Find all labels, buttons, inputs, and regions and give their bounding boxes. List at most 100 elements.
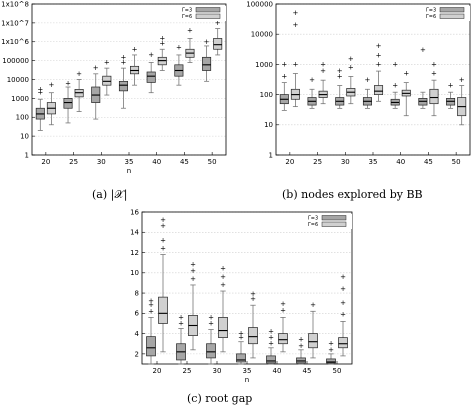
caption-b: (b) nodes explored by BB xyxy=(282,188,423,201)
y-tick-label: 2 xyxy=(135,350,139,358)
outlier-marker: + xyxy=(340,310,346,318)
x-tick-label: 50 xyxy=(452,158,461,166)
caption-a: (a) |𝒳| xyxy=(92,188,128,201)
legend-swatch xyxy=(439,13,465,19)
box xyxy=(266,355,276,364)
outlier-marker: + xyxy=(320,67,326,75)
y-tick-label: 1x10^7 xyxy=(1,19,29,27)
box xyxy=(63,98,73,109)
y-tick-label: 16 xyxy=(130,208,139,216)
legend-swatch xyxy=(321,221,347,227)
outlier-marker: + xyxy=(459,76,465,84)
x-axis-label: n xyxy=(245,376,249,384)
outlier-marker: + xyxy=(337,72,343,80)
x-tick-label: 40 xyxy=(273,367,282,375)
outlier-marker: + xyxy=(121,58,127,66)
outlier-marker: + xyxy=(310,301,316,309)
outlier-marker: + xyxy=(298,342,304,350)
outlier-marker: + xyxy=(160,222,166,230)
box xyxy=(236,353,246,363)
y-tick-label: 10 xyxy=(20,133,29,141)
outlier-marker: + xyxy=(148,297,154,305)
outlier-marker: + xyxy=(178,319,184,327)
y-tick-label: 1000 xyxy=(255,61,273,69)
outlier-marker: + xyxy=(281,72,287,80)
legend-label: Γ=6 xyxy=(308,222,318,228)
outlier-marker: + xyxy=(348,55,354,63)
box xyxy=(248,327,258,345)
outlier-marker: + xyxy=(392,60,398,68)
outlier-marker: + xyxy=(93,64,99,72)
y-tick-label: 14 xyxy=(130,229,139,237)
x-tick-label: 20 xyxy=(41,158,50,166)
y-tick-label: 10 xyxy=(130,269,139,277)
box xyxy=(146,336,156,357)
y-tick-label: 100000 xyxy=(2,57,29,65)
outlier-marker: + xyxy=(337,67,343,75)
plot-frame xyxy=(275,3,471,156)
box xyxy=(338,337,348,349)
x-tick-label: 30 xyxy=(213,367,222,375)
outlier-marker: + xyxy=(298,336,304,344)
outlier-marker: + xyxy=(376,42,382,50)
outlier-marker: + xyxy=(340,299,346,307)
outlier-marker: + xyxy=(238,330,244,338)
outlier-marker: + xyxy=(376,51,382,59)
outlier-marker: + xyxy=(215,19,221,27)
x-tick-label: 35 xyxy=(369,158,378,166)
legend-label: Γ=3 xyxy=(426,8,436,14)
legend-label: Γ=6 xyxy=(182,14,192,20)
box xyxy=(278,333,288,345)
y-tick-label: 10000 xyxy=(7,76,29,84)
x-tick-label: 45 xyxy=(303,367,312,375)
outlier-marker: + xyxy=(160,216,166,224)
x-tick-label: 40 xyxy=(396,158,405,166)
box xyxy=(218,317,228,339)
outlier-marker: + xyxy=(320,60,326,68)
outlier-marker: + xyxy=(328,346,334,354)
box xyxy=(374,85,384,95)
outlier-marker: + xyxy=(208,313,214,321)
y-tick-label: 1x10^6 xyxy=(1,38,29,46)
outlier-marker: + xyxy=(48,81,54,89)
outlier-marker: + xyxy=(65,80,71,88)
legend-swatch xyxy=(321,215,347,221)
outlier-marker: + xyxy=(348,63,354,71)
box xyxy=(158,296,168,324)
legend-swatch xyxy=(439,7,465,13)
y-tick-label: 100 xyxy=(16,114,29,122)
outlier-marker: + xyxy=(365,76,371,84)
outlier-marker: + xyxy=(268,340,274,348)
y-tick-label: 6 xyxy=(135,310,140,318)
outlier-marker: + xyxy=(190,261,196,269)
outlier-marker: + xyxy=(292,21,298,29)
y-tick-label: 4 xyxy=(135,330,140,338)
outlier-marker: + xyxy=(159,34,165,42)
y-tick-label: 100 xyxy=(260,91,273,99)
x-tick-label: 20 xyxy=(285,158,294,166)
outlier-marker: + xyxy=(281,60,287,68)
x-tick-label: 45 xyxy=(424,158,433,166)
caption-c: (c) root gap xyxy=(187,392,253,405)
x-tick-label: 40 xyxy=(152,158,161,166)
x-tick-label: 25 xyxy=(69,158,78,166)
box xyxy=(102,75,112,86)
outlier-marker: + xyxy=(431,60,437,68)
outlier-marker: + xyxy=(292,60,298,68)
outlier-marker: + xyxy=(268,334,274,342)
outlier-marker: + xyxy=(160,244,166,252)
box xyxy=(202,56,212,71)
y-tick-label: 10000 xyxy=(251,31,273,39)
box xyxy=(146,71,156,83)
x-tick-label: 20 xyxy=(153,367,162,375)
outlier-marker: + xyxy=(178,313,184,321)
outlier-marker: + xyxy=(37,85,43,93)
outlier-marker: + xyxy=(204,38,210,46)
x-tick-label: 30 xyxy=(97,158,106,166)
y-tick-label: 12 xyxy=(130,249,139,257)
outlier-marker: + xyxy=(340,273,346,281)
outlier-marker: + xyxy=(292,9,298,17)
outlier-marker: + xyxy=(309,76,315,84)
y-tick-label: 1x10^8 xyxy=(1,0,29,8)
